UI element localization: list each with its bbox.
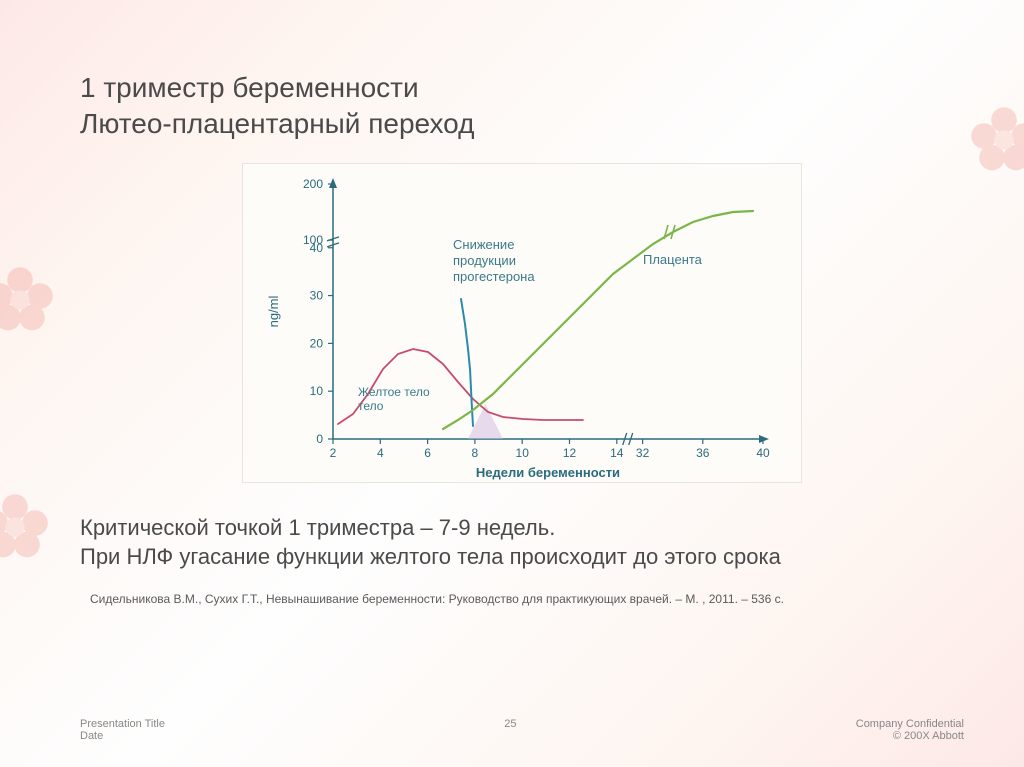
- svg-text:30: 30: [310, 288, 324, 302]
- chart-container: 0102030401002002468101214323640ng/mlНеде…: [242, 163, 802, 483]
- title-line-2: Лютео-плацентарный переход: [80, 108, 474, 139]
- slide-content: 1 триместр беременности Лютео-плацентарн…: [0, 0, 1024, 767]
- svg-text:2: 2: [330, 446, 337, 460]
- footer-copyright: © 200X Abbott: [856, 730, 964, 742]
- citation-text: Сидельникова В.М., Сухих Г.Т., Невынашив…: [80, 592, 964, 606]
- svg-text:ng/ml: ng/ml: [266, 295, 281, 327]
- svg-text:Снижение: Снижение: [453, 237, 514, 252]
- svg-text:36: 36: [696, 446, 710, 460]
- svg-text:10: 10: [310, 384, 324, 398]
- svg-text:4: 4: [377, 446, 384, 460]
- svg-text:8: 8: [472, 446, 479, 460]
- svg-text:200: 200: [303, 177, 323, 191]
- footer-date: Date: [80, 730, 165, 742]
- svg-text:100: 100: [303, 233, 323, 247]
- svg-text:10: 10: [516, 446, 530, 460]
- svg-text:0: 0: [316, 432, 323, 446]
- svg-text:6: 6: [424, 446, 431, 460]
- slide-title: 1 триместр беременности Лютео-плацентарн…: [80, 70, 964, 143]
- chart-svg: 0102030401002002468101214323640ng/mlНеде…: [243, 164, 803, 484]
- svg-text:продукции: продукции: [453, 253, 516, 268]
- body-text: Критической точкой 1 триместра – 7-9 нед…: [80, 513, 964, 572]
- svg-text:Желтое тело: Желтое тело: [358, 385, 430, 399]
- svg-text:Недели беременности: Недели беременности: [476, 465, 620, 480]
- body-line-2: При НЛФ угасание функции желтого тела пр…: [80, 544, 781, 569]
- svg-text:тело: тело: [358, 399, 384, 413]
- svg-text:14: 14: [610, 446, 624, 460]
- slide-footer: Presentation Title Date 25 Company Confi…: [80, 718, 964, 742]
- footer-page-number: 25: [504, 718, 516, 742]
- svg-text:прогестерона: прогестерона: [453, 269, 535, 284]
- footer-confidential: Company Confidential: [856, 718, 964, 730]
- body-line-1: Критической точкой 1 триместра – 7-9 нед…: [80, 515, 555, 540]
- svg-text:Плацента: Плацента: [643, 252, 703, 267]
- svg-text:12: 12: [563, 446, 577, 460]
- title-line-1: 1 триместр беременности: [80, 72, 419, 103]
- svg-text:20: 20: [310, 336, 324, 350]
- footer-title: Presentation Title: [80, 718, 165, 730]
- svg-text:32: 32: [636, 446, 650, 460]
- svg-text:40: 40: [756, 446, 770, 460]
